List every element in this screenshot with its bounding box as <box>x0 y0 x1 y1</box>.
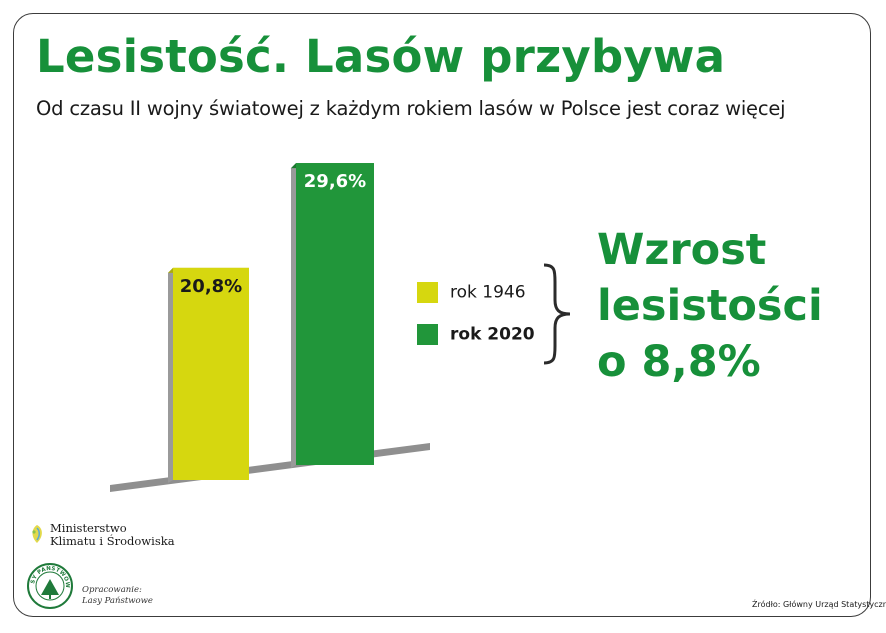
ministry-leaf-logo-icon <box>32 525 42 543</box>
growth-callout: Wzrost lesistości o 8,8% <box>597 222 823 390</box>
legend-item-1946: rok 1946 <box>417 282 526 303</box>
bar-rok-2020 <box>296 163 374 465</box>
chart-baseline <box>110 443 430 492</box>
lasy-panstwowe-logo-icon: LASY PAŃSTWOWE <box>26 562 73 609</box>
legend-label-1946: rok 1946 <box>450 282 526 303</box>
bar-side-rok-2020 <box>291 163 296 468</box>
bar-data-label-rok-1946: 20,8% <box>180 276 242 297</box>
ministry-name-line-2: Klimatu i Środowiska <box>50 534 175 548</box>
ministry-name-line-1: Ministerstwo <box>50 521 127 535</box>
legend-swatch-2020 <box>417 324 438 345</box>
prepared-by-label: Opracowanie: <box>82 585 142 595</box>
legend-swatch-1946 <box>417 282 438 303</box>
legend-label-2020: rok 2020 <box>450 324 535 345</box>
callout-line-2: lesistości <box>597 281 823 331</box>
bar-side-rok-1946 <box>168 267 173 483</box>
callout-line-1: Wzrost <box>597 225 767 275</box>
page-subtitle: Od czasu II wojny światowej z każdym rok… <box>36 97 786 120</box>
ministry-name: Ministerstwo Klimatu i Środowiska <box>50 522 175 548</box>
prepared-by: Opracowanie: Lasy Państwowe <box>82 585 153 607</box>
curly-brace-icon <box>543 263 571 365</box>
bars-layer: 20,8% 29,6% <box>168 163 374 483</box>
source-note: Źródło: Główny Urząd Statystyczny <box>752 600 886 609</box>
bar-data-label-rok-2020: 29,6% <box>304 171 366 192</box>
bar-rok-1946 <box>173 267 249 480</box>
infographic-card <box>13 13 871 617</box>
legend-item-2020: rok 2020 <box>417 324 535 345</box>
prepared-by-name: Lasy Państwowe <box>82 596 153 606</box>
page-title: Lesistość. Lasów przybywa <box>36 30 726 83</box>
callout-line-3: o 8,8% <box>597 337 761 387</box>
